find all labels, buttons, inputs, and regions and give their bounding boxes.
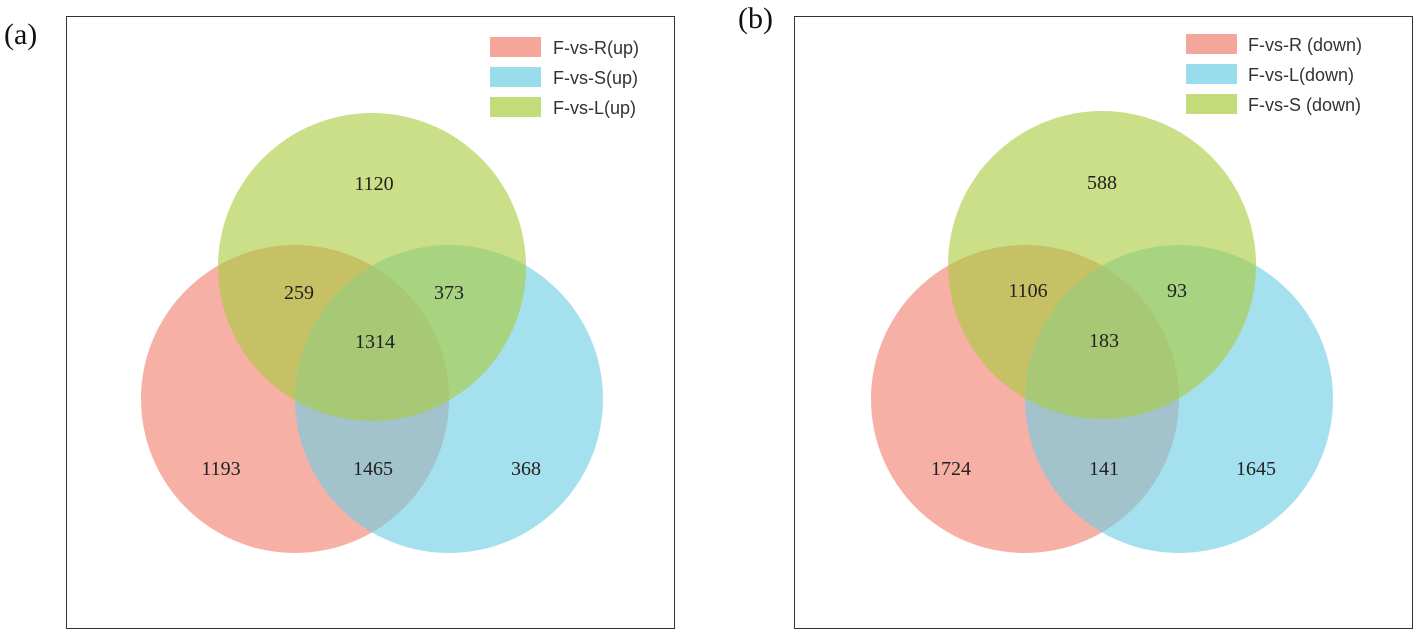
region-top-left-a: 259 [284,282,314,304]
legend-label-b-2: F-vs-S (down) [1248,95,1361,115]
region-center-b: 183 [1089,330,1119,352]
venn-panel-a: 1120 259 373 1314 1193 1465 368 F-vs-R(u… [66,16,675,629]
region-center-a: 1314 [355,331,395,353]
legend-swatch-a-0 [490,37,541,57]
region-bottom-mid-b: 141 [1089,458,1119,480]
venn-panel-b: 588 1106 93 183 1724 141 1645 F-vs-R (do… [794,16,1413,629]
region-right-only-b: 1645 [1236,458,1276,480]
region-left-only-a: 1193 [201,458,240,480]
region-top-only-b: 588 [1087,172,1117,194]
legend-label-b-0: F-vs-R (down) [1248,35,1362,55]
legend-swatch-a-2 [490,97,541,117]
legend-swatch-b-1 [1186,64,1237,84]
legend-label-a-0: F-vs-R(up) [553,38,639,58]
circle-top-a [218,113,526,421]
panel-label-b: (b) [738,2,773,35]
panel-label-a: (a) [4,18,38,51]
region-top-only-a: 1120 [354,173,393,195]
region-top-right-a: 373 [434,282,464,304]
region-top-left-b: 1106 [1008,280,1047,302]
legend-swatch-a-1 [490,67,541,87]
venn-diagram-a: 1120 259 373 1314 1193 1465 368 F-vs-R(u… [141,37,639,553]
region-bottom-mid-a: 1465 [353,458,393,480]
legend-a: F-vs-R(up) F-vs-S(up) F-vs-L(up) [490,37,639,118]
legend-swatch-b-0 [1186,34,1237,54]
region-top-right-b: 93 [1167,280,1187,302]
legend-b: F-vs-R (down) F-vs-L(down) F-vs-S (down) [1186,34,1362,115]
legend-label-a-2: F-vs-L(up) [553,98,636,118]
circle-top-b [948,111,1256,419]
legend-swatch-b-2 [1186,94,1237,114]
region-left-only-b: 1724 [931,458,971,480]
region-right-only-a: 368 [511,458,541,480]
venn-diagram-b: 588 1106 93 183 1724 141 1645 F-vs-R (do… [871,34,1362,553]
legend-label-b-1: F-vs-L(down) [1248,65,1354,85]
legend-label-a-1: F-vs-S(up) [553,68,638,88]
